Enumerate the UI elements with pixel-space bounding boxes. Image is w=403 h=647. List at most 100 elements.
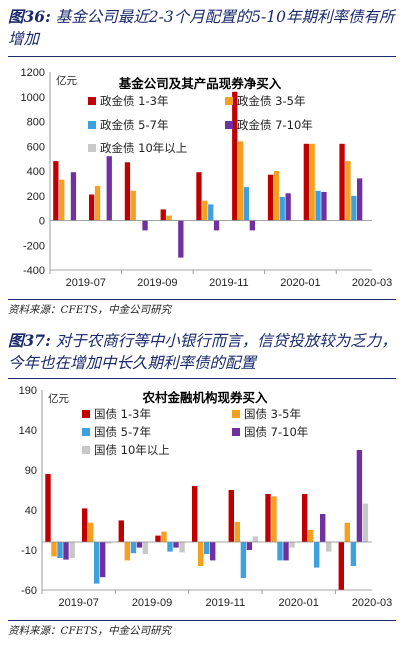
bar-4-2020-03 [357, 178, 363, 221]
bar-1-2019-10 [155, 535, 161, 542]
bar-4-2019-10 [178, 220, 184, 258]
bar-2-2019-09 [124, 542, 130, 561]
x-tick-label: 2020-01 [280, 277, 320, 289]
legend-swatch [88, 121, 96, 129]
bar-4-2020-01 [283, 542, 289, 561]
fund-net-buy-chart: -400 -200 0 200 400 600 800 1000 1200 亿元 2019-07 20… [21, 67, 393, 289]
bar-5-2019-09 [142, 542, 149, 554]
y-tick-label: 600 [27, 141, 45, 153]
bar-4-2020-03 [356, 450, 363, 542]
bar-3-2020-02 [314, 542, 320, 568]
figure-36-title-text: 基金公司最近2-3个月配置的5-10年期利率债有所增加 [8, 8, 395, 48]
bar-5-2020-02 [326, 542, 332, 552]
bar-5-2020-03 [362, 503, 369, 542]
legend-swatch [82, 428, 90, 436]
y-tick-label: 90 [25, 465, 37, 477]
y-tick-label: 0 [39, 216, 45, 228]
bar-4-2019-09 [142, 220, 148, 231]
bar-3-2019-12 [240, 542, 247, 578]
legend-label: 国债 3-5年 [244, 407, 301, 421]
bar-4-2019-11 [210, 542, 216, 561]
bar-5-2019-12 [252, 536, 259, 542]
bar-4-2019-11 [213, 220, 220, 231]
y-tick-label: 200 [27, 191, 45, 203]
figure-36-source: 资料来源：CFETS，中金公司研究 [8, 304, 172, 316]
legend-label: 国债 10年以上 [94, 443, 170, 457]
legend-label: 政金债 1-3年 [100, 94, 168, 108]
y-tick-label: 1000 [21, 92, 45, 104]
bar-4-2020-01 [285, 193, 291, 221]
x-tick-label: 2020-03 [352, 277, 392, 289]
bar-4-2019-10 [173, 542, 179, 548]
bar-1-2019-12 [232, 91, 238, 221]
legend-label: 政金债 3-5年 [237, 94, 305, 108]
bar-4-2019-08 [100, 542, 106, 578]
y-tick-label: 800 [27, 117, 45, 129]
bar-2-2020-01 [273, 171, 280, 221]
bar-2-2019-09 [130, 190, 136, 221]
bar-1-2019-07 [45, 474, 51, 542]
bar-1-2020-02 [302, 494, 308, 542]
bar-1-2020-02 [303, 143, 309, 221]
bar-2-2019-12 [234, 522, 240, 542]
figure-37-bottom-rule [8, 620, 396, 621]
y-tick-label: -10 [21, 545, 37, 557]
bar-2-2019-07 [51, 542, 57, 557]
figure-36-title: 图36: 基金公司最近2-3个月配置的5-10年期利率债有所增加 [8, 6, 398, 50]
bar-4-2020-02 [320, 514, 326, 542]
legend-swatch [232, 410, 240, 418]
figure-37-rule [8, 378, 396, 379]
y-tick-label: 140 [19, 425, 37, 437]
y-tick-label: -200 [23, 240, 45, 252]
bar-5-2019-10 [179, 542, 185, 553]
figure-37-title-text: 对于农商行等中小银行而言，信贷投放较为乏力，今年也在增加中长久期利率债的配置 [8, 332, 397, 372]
legend-label: 国债 7-10年 [244, 425, 308, 439]
x-tick-label: 2020-03 [352, 597, 392, 609]
bar-2-2019-07 [59, 179, 65, 221]
bar-3-2019-09 [130, 542, 137, 554]
bar-5-2019-07 [69, 542, 75, 558]
bar-1-2020-01 [267, 174, 274, 221]
bar-2-2020-03 [344, 522, 350, 542]
legend-label: 政金债 5-7年 [100, 118, 168, 132]
bar-3-2019-11 [204, 542, 210, 554]
x-tick-label: 2019-07 [58, 597, 98, 609]
bar-3-2019-12 [243, 187, 250, 221]
bar-1-2020-03 [339, 143, 345, 221]
x-tick-label: 2020-01 [278, 597, 318, 609]
bar-3-2020-03 [351, 195, 357, 221]
y-tick-label: 400 [27, 166, 45, 178]
legend-swatch [225, 97, 233, 105]
bar-4-2020-02 [321, 192, 327, 221]
legend-swatch [88, 144, 96, 152]
bar-3-2020-01 [279, 197, 285, 221]
y-tick-label: 40 [25, 505, 37, 517]
bar-3-2019-08 [94, 542, 100, 584]
bar-2-2020-01 [271, 496, 277, 542]
figure-36-rule [8, 56, 396, 57]
legend-label: 政金债 10年以上 [100, 141, 187, 155]
bar-1-2020-01 [265, 494, 271, 542]
bar-2-2020-03 [345, 161, 351, 221]
x-tick-label: 2019-11 [209, 277, 249, 289]
bar-1-2020-03 [338, 542, 344, 590]
bar-1-2019-08 [89, 194, 95, 221]
bar-1-2019-11 [192, 486, 198, 542]
y-tick-label: -400 [23, 265, 45, 277]
figure-37-label: 图37: [8, 331, 51, 350]
bar-1-2019-09 [124, 162, 131, 221]
legend-label: 国债 5-7年 [94, 425, 151, 439]
legend-swatch [88, 97, 96, 105]
figure-36-bottom-rule [8, 299, 396, 300]
x-tick-label: 2019-11 [206, 597, 246, 609]
bar-2-2020-02 [309, 143, 315, 221]
bar-3-2019-11 [208, 204, 214, 221]
bar-2-2019-11 [202, 200, 208, 221]
x-tick-label: 2019-07 [66, 277, 106, 289]
bar-1-2019-12 [228, 490, 234, 542]
bar-3-2020-01 [277, 542, 283, 561]
bar-4-2019-12 [246, 542, 253, 550]
legend-label: 国债 1-3年 [94, 407, 151, 421]
legend-swatch [232, 428, 240, 436]
figure-37-title: 图37: 对于农商行等中小银行而言，信贷投放较为乏力，今年也在增加中长久期利率债… [8, 330, 398, 374]
